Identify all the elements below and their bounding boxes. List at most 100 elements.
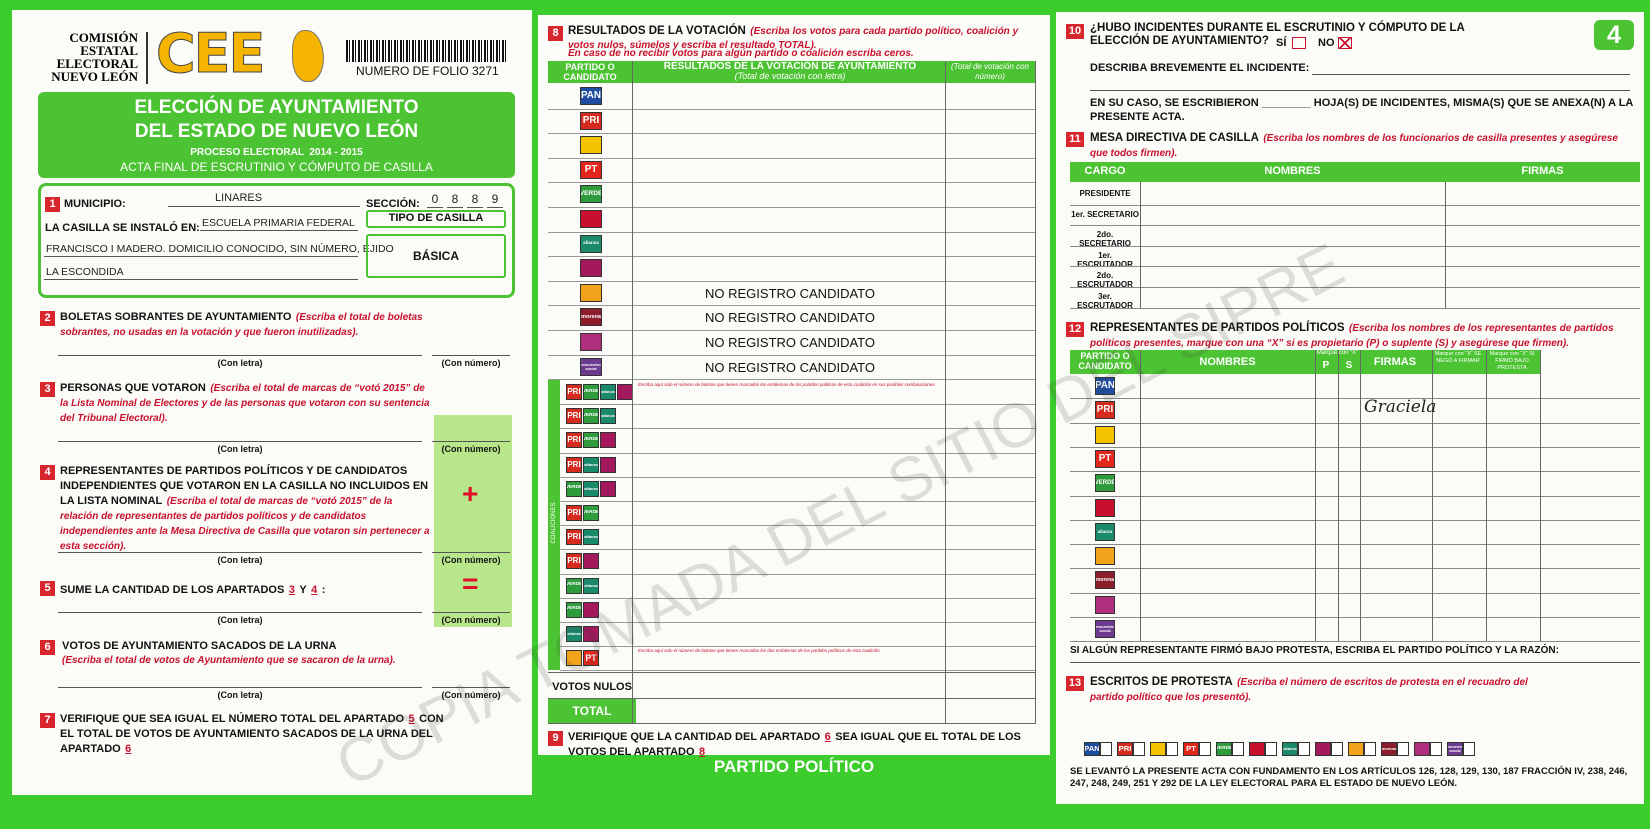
instruction: ESCRITOS DE PROTESTA (Escriba el número … [1090, 674, 1540, 704]
sheet-number: 4 [1607, 21, 1621, 49]
party-logo-text: encuentro social [1095, 624, 1115, 633]
instruction: VERIFIQUE QUE LA CANTIDAD DEL APARTADO 6… [568, 729, 1038, 759]
party-logo-text: encuentro social [581, 361, 601, 371]
section-number-text: 8 [552, 27, 559, 39]
digit: 0 [431, 192, 439, 206]
rule [168, 206, 360, 207]
instruction-part: RESULTADOS DE LA VOTACIÓN [568, 25, 746, 37]
party-logo-text: PRI [567, 459, 581, 469]
label: MUNICIPIO: [64, 198, 126, 210]
rule [548, 157, 1035, 159]
protest-count-box [1133, 742, 1145, 756]
rule [58, 687, 422, 688]
label: SECCIÓN: [366, 198, 420, 210]
footer: PARTIDO POLÍTICO [713, 757, 875, 776]
party-logo: alianza [566, 626, 582, 642]
section-number-text: 1 [49, 198, 56, 210]
protest-count-box [1199, 742, 1211, 756]
rule [560, 501, 1035, 502]
party-logo-text: VERDE [566, 485, 582, 491]
instruction-part: 4 [311, 584, 318, 596]
rule [44, 256, 358, 257]
rule [1315, 350, 1316, 641]
party-logo-text: alianza [584, 485, 598, 491]
protest-count-box [1331, 742, 1343, 756]
coalition-note: Escriba aquí solo el número de boletas q… [638, 648, 881, 654]
instruction: SUME LA CANTIDAD DE LOS APARTADOS 3 Y 4 … [60, 580, 430, 598]
section-number: 10 [1066, 24, 1084, 39]
party-logo: PRI [566, 456, 582, 473]
instruction: REPRESENTANTES DE PARTIDOS POLÍTICOS (Es… [1090, 320, 1630, 350]
party-logo-text: PRI [1096, 404, 1114, 416]
party-logo: VERDE [583, 432, 599, 449]
value: LINARES [215, 192, 263, 204]
party-logo-text: alianza [601, 389, 615, 394]
rule [1070, 544, 1640, 546]
field [366, 210, 506, 228]
protest-count-box [1232, 742, 1244, 756]
instruction-part: VERIFIQUE QUE LA CANTIDAD DEL APARTADO [568, 731, 821, 743]
digit: 8 [451, 192, 459, 206]
label: (Con número) [441, 555, 501, 565]
party-logo [1095, 498, 1115, 517]
party-logo-text: PT [1098, 452, 1112, 464]
col-header: RESULTADOS DE LA VOTACIÓN DE AYUNTAMIENT… [663, 61, 917, 72]
rule [1070, 641, 1640, 643]
party-logo: PT [580, 160, 602, 179]
party-logo: PRI [1117, 742, 1133, 756]
label: DESCRIBA BREVEMENTE EL INCIDENTE: [1090, 62, 1310, 74]
party-logo-text: PRI [567, 532, 581, 542]
coalition-note: Escriba aquí solo el número de boletas q… [638, 382, 936, 387]
col-header: PARTIDO O CANDIDATO [563, 62, 617, 82]
party-logo: alianza [600, 408, 616, 425]
party-logo: PAN [580, 87, 602, 105]
col-header: (Total de votación con número) [951, 62, 1029, 81]
row-label: VOTOS NULOS [552, 681, 632, 693]
row-text: NO REGISTRO CANDIDATO [705, 310, 875, 326]
party-logo [580, 259, 602, 278]
rule [467, 207, 483, 208]
col-header: Marque con “X” SI FIRMÓ BAJO PROTESTA [1489, 351, 1535, 371]
rule [487, 207, 503, 208]
rule [548, 108, 1035, 110]
banner-title: DEL ESTADO DE NUEVO LEÓN [134, 121, 419, 142]
label: (Con letra) [217, 444, 263, 454]
rule [560, 646, 1035, 648]
party-logo: morena [1381, 742, 1397, 756]
address: FRANCISCO I MADERO. DOMICILIO CONOCIDO, … [46, 243, 394, 255]
label: (Con número) [441, 615, 501, 625]
row-label: 1er. SECRETARIO [1071, 209, 1139, 219]
party-logo [1095, 425, 1115, 444]
party-logo-text: alianza [583, 240, 599, 246]
banner [38, 92, 515, 178]
digit: 8 [471, 192, 479, 206]
rule [548, 207, 1035, 208]
party-logo: PRI [566, 505, 582, 521]
party-logo [1348, 742, 1364, 756]
party-logo-text: PRI [582, 114, 600, 126]
rule [560, 525, 1035, 527]
instruction: PERSONAS QUE VOTARON (Escriba el total d… [60, 380, 430, 425]
party-logo-text: PRI [1118, 744, 1132, 754]
section-box [38, 183, 515, 298]
rule [1070, 307, 1640, 309]
party-logo: VERDE [566, 480, 582, 497]
row-label: 3er. ESCRUTADOR [1077, 292, 1133, 310]
party-logo: alianza [1282, 742, 1298, 756]
instruction-part: 6 [824, 731, 831, 743]
party-logo: PRI [580, 111, 602, 130]
col-header: Marque con “X” SE NEGÓ A FIRMAR [1434, 351, 1482, 364]
row-label: TOTAL [572, 704, 612, 718]
rule [1070, 662, 1640, 663]
barcode [346, 40, 506, 62]
rule [548, 182, 1035, 184]
rule [548, 231, 1035, 233]
rule [632, 672, 633, 723]
instruction-part: REPRESENTANTES DE PARTIDOS POLÍTICOS [1090, 322, 1345, 334]
rule [1432, 350, 1433, 641]
rule [1360, 350, 1361, 641]
org-name: NUEVO LEÓN [51, 69, 138, 84]
section-number-text: 4 [44, 466, 51, 478]
party-logo-text: VERDE [583, 388, 599, 394]
